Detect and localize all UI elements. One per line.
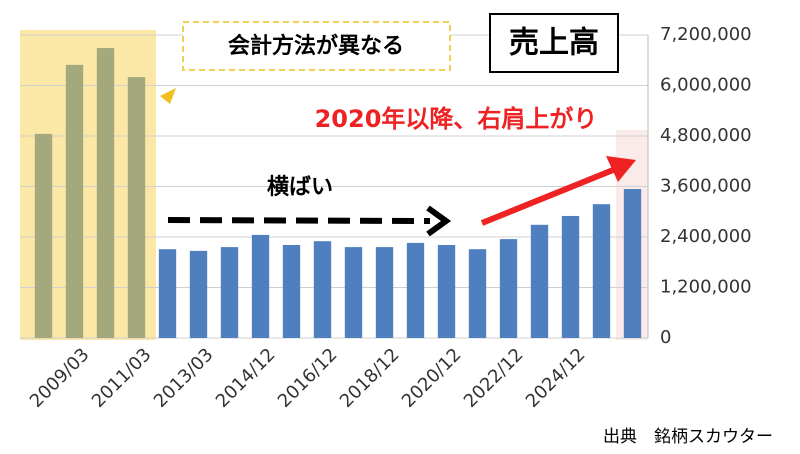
- arrow: [160, 88, 176, 104]
- arrow: [426, 205, 452, 237]
- annotation: 横ばい: [267, 175, 333, 200]
- chart-title: 売上高: [509, 26, 599, 61]
- x-tick-label: 2018/12: [336, 344, 404, 412]
- x-tick-label: 2009/03: [26, 344, 94, 412]
- x-tick-label: 2024/12: [522, 344, 590, 412]
- bar: [313, 241, 332, 338]
- arrow: [606, 156, 636, 182]
- bar: [561, 215, 580, 338]
- annotation: 2020年以降、右肩上がり: [315, 105, 598, 133]
- annotation: 会計方法が異なる: [228, 33, 404, 59]
- annotation-box: [182, 21, 451, 71]
- y-tick-label: 1,200,000: [660, 277, 752, 298]
- bar: [623, 189, 642, 338]
- x-tick-label: 2014/12: [212, 344, 280, 412]
- bar: [189, 250, 208, 338]
- bar: [251, 234, 270, 338]
- bar: [127, 77, 146, 338]
- bar: [96, 48, 115, 338]
- arrow: [480, 165, 620, 226]
- x-tick-label: 2020/12: [398, 344, 466, 412]
- bar: [437, 244, 456, 338]
- y-tick-label: 4,800,000: [660, 125, 752, 146]
- bar: [158, 249, 177, 338]
- y-tick-label: 6,000,000: [660, 75, 752, 96]
- bar: [592, 204, 611, 338]
- source: 出典 銘柄スカウター: [603, 427, 773, 447]
- bar: [344, 247, 363, 338]
- bar: [406, 242, 425, 338]
- x-tick-label: 2011/03: [88, 344, 156, 412]
- y-tick-label: 7,200,000: [660, 24, 752, 45]
- bar: [34, 133, 53, 338]
- x-tick-label: 2013/03: [150, 344, 218, 412]
- x-tick-label: 2016/12: [274, 344, 342, 412]
- bar: [220, 247, 239, 338]
- bar: [530, 224, 549, 338]
- bar: [282, 244, 301, 338]
- y-tick-label: 2,400,000: [660, 226, 752, 247]
- arrow: [167, 217, 431, 224]
- bar: [65, 64, 84, 339]
- y-tick-label: 3,600,000: [660, 176, 752, 197]
- y-tick-label: 0: [660, 327, 671, 348]
- bar: [468, 249, 487, 338]
- title-box: [489, 13, 619, 73]
- bar: [375, 247, 394, 338]
- x-tick-label: 2022/12: [460, 344, 528, 412]
- bar: [499, 239, 518, 338]
